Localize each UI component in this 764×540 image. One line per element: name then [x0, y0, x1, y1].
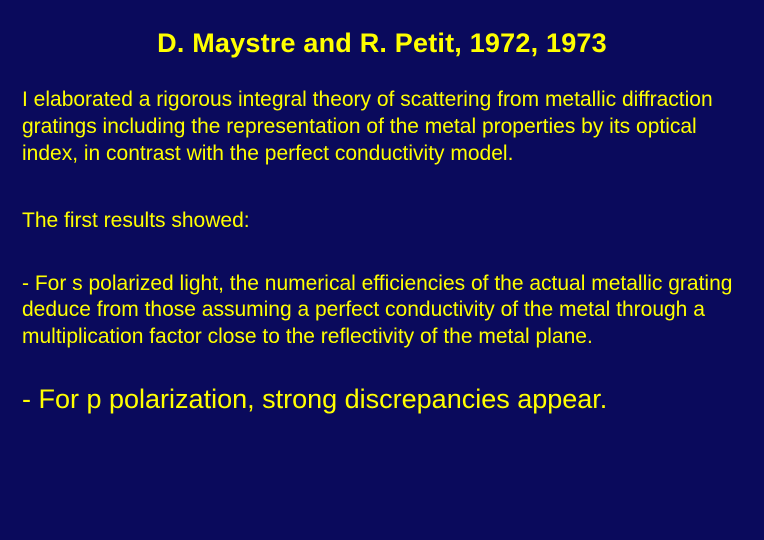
- bullet-s-polarization: - For s polarized light, the numerical e…: [22, 271, 742, 352]
- intro-paragraph: I elaborated a rigorous integral theory …: [22, 87, 742, 168]
- bullet-p-polarization: - For p polarization, strong discrepanci…: [22, 383, 742, 417]
- slide-title: D. Maystre and R. Petit, 1972, 1973: [22, 28, 742, 59]
- results-lead: The first results showed:: [22, 208, 742, 235]
